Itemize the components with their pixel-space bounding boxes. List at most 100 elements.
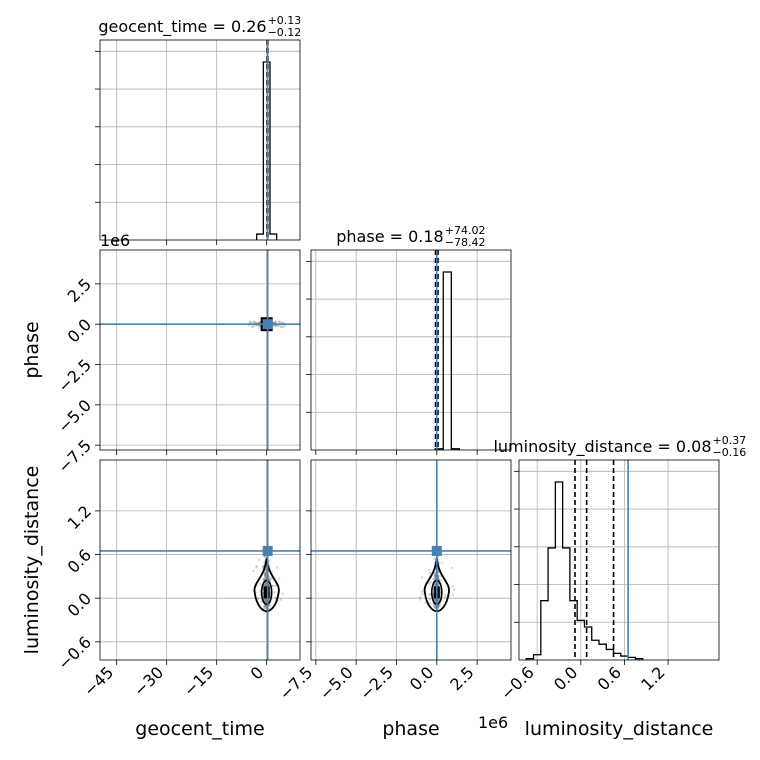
- grid: [519, 460, 719, 660]
- sample-point: [251, 325, 254, 328]
- sample-point: [272, 584, 275, 588]
- sample-point: [438, 604, 441, 607]
- sample-point: [274, 321, 277, 324]
- sample-point: [450, 566, 454, 570]
- title-lower-error: −0.16: [713, 446, 747, 459]
- y-axis-label: luminosity_distance: [21, 466, 43, 655]
- grid: [100, 250, 300, 450]
- sample-point: [434, 575, 437, 578]
- sample-point: [263, 598, 267, 601]
- sample-point: [264, 583, 267, 586]
- contour-outer: [253, 558, 280, 613]
- sample-point: [274, 321, 277, 324]
- panel-frame: [310, 459, 512, 661]
- sample-point: [432, 604, 436, 608]
- sample-point: [433, 598, 437, 602]
- sample-point: [428, 571, 432, 575]
- sample-point: [263, 577, 267, 581]
- y-tick-label: 1.2: [64, 502, 95, 533]
- sample-point: [265, 599, 268, 602]
- sample-point: [437, 599, 440, 603]
- y-axis-label: phase: [21, 321, 43, 378]
- panel-luminosity_distance-phase: [310, 459, 512, 661]
- sample-point: [265, 600, 268, 603]
- y-tick-label: −2.5: [54, 355, 95, 396]
- sample-point: [429, 602, 432, 605]
- histogram-geocent_time: [256, 61, 278, 240]
- sample-point: [438, 604, 441, 607]
- x-tick-label: −2.5: [356, 663, 397, 704]
- sample-point: [264, 575, 267, 579]
- sample-point: [274, 320, 278, 323]
- sample-point: [437, 598, 440, 601]
- sample-point: [263, 605, 267, 608]
- sample-point: [440, 561, 443, 565]
- sample-point: [433, 572, 437, 575]
- sample-point: [437, 584, 440, 587]
- sample-point: [273, 324, 277, 328]
- title-upper-error: +0.37: [713, 434, 747, 447]
- sample-point: [263, 577, 266, 580]
- sample-point: [265, 574, 268, 578]
- sample-point: [433, 577, 436, 581]
- sample-point: [437, 604, 441, 608]
- sample-point: [263, 607, 266, 610]
- sample-point: [263, 555, 266, 559]
- y-tick-label: −0.6: [54, 633, 95, 674]
- sample-point: [439, 574, 442, 578]
- sample-point: [272, 591, 276, 594]
- x-tick-label: −5.0: [316, 663, 357, 704]
- offset-text-x: 1e6: [478, 713, 508, 732]
- sample-point: [264, 598, 267, 601]
- title-lower-error: −0.12: [268, 26, 302, 39]
- x-axis-label: geocent_time: [135, 718, 264, 740]
- sample-point: [427, 568, 431, 571]
- sample-point: [428, 593, 432, 596]
- sample-point: [264, 599, 268, 602]
- truth-marker: [262, 319, 273, 330]
- sample-point: [263, 597, 267, 601]
- sample-point: [264, 581, 267, 585]
- sample-point: [278, 320, 281, 323]
- sample-point: [263, 577, 266, 580]
- sample-point: [264, 600, 268, 603]
- title-text: phase = 0.18: [336, 227, 443, 246]
- panel-phase-geocent_time: [99, 249, 301, 451]
- sample-point: [279, 598, 282, 601]
- sample-point: [263, 572, 267, 576]
- title-upper-error: +74.02: [445, 224, 486, 237]
- sample-point: [278, 321, 281, 324]
- sample-point: [433, 574, 436, 578]
- sample-point: [263, 604, 267, 608]
- sample-point: [437, 598, 440, 601]
- y-tick-label: 0.0: [64, 589, 95, 620]
- sample-point: [434, 571, 437, 574]
- sample-point: [249, 321, 252, 324]
- sample-point: [429, 580, 432, 584]
- sample-point: [258, 321, 261, 324]
- sample-point: [263, 605, 267, 609]
- sample-point: [428, 582, 431, 585]
- sample-point: [267, 559, 271, 563]
- offset-text-y: 1e6: [100, 231, 130, 250]
- panel-geocent_time-geocent_time: [95, 39, 301, 241]
- sample-point: [264, 583, 268, 587]
- sample-point: [264, 584, 267, 587]
- sample-point: [433, 598, 436, 601]
- sample-point: [273, 321, 276, 324]
- sample-point: [419, 598, 422, 601]
- grid: [311, 460, 511, 660]
- sample-point: [418, 595, 422, 599]
- sample-point: [263, 571, 266, 575]
- sample-point: [421, 593, 424, 596]
- sample-point: [437, 571, 441, 574]
- sample-point: [264, 600, 267, 604]
- sample-point: [275, 566, 279, 569]
- x-tick-label: −30: [130, 663, 167, 700]
- sample-point: [265, 599, 268, 602]
- x-tick-label: 0.0: [550, 663, 581, 694]
- grid: [100, 460, 300, 660]
- sample-point: [263, 574, 267, 578]
- sample-point: [264, 599, 268, 602]
